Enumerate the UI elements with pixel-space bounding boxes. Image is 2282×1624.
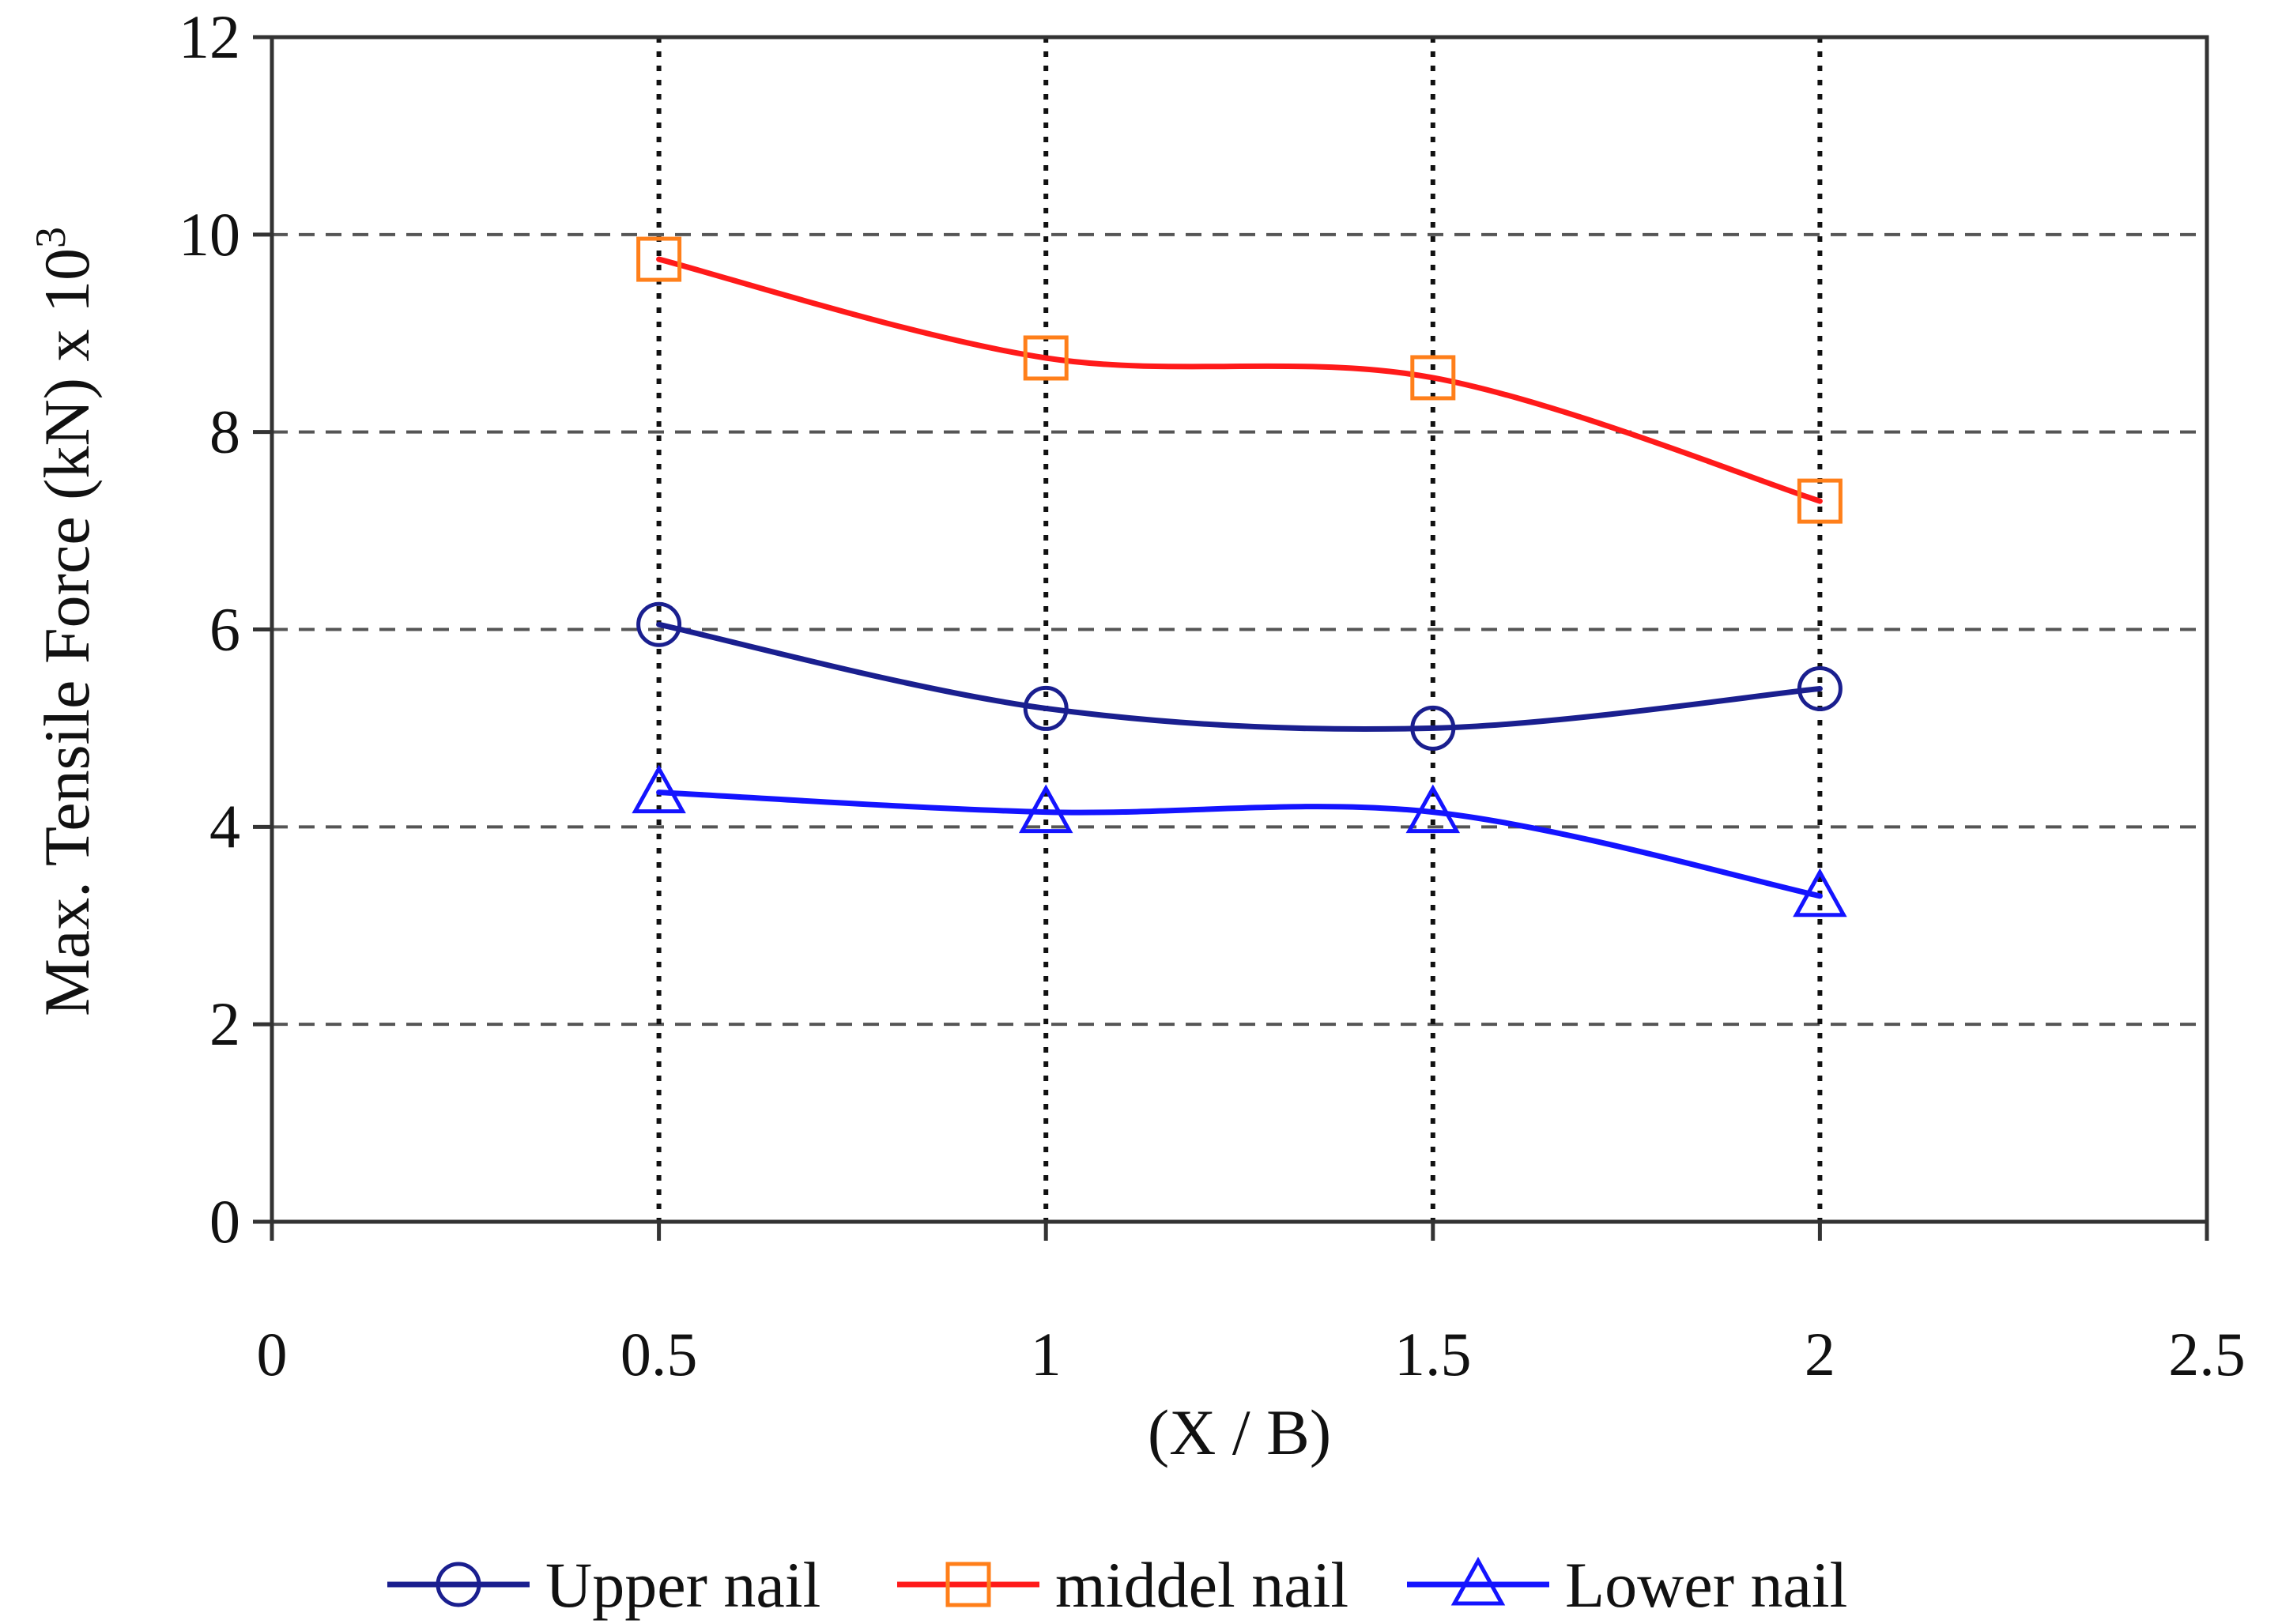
legend-item-lower-nail: Lower nail bbox=[1407, 1549, 1847, 1621]
y-tick-label: 4 bbox=[209, 792, 240, 861]
axes-layer bbox=[253, 35, 2209, 1241]
legend: Upper nail middel nail Lower nail bbox=[387, 1549, 1847, 1621]
labels-layer: 0 2 4 6 8 10 12 0 0.5 1 1.5 2 2.5 (X / B) Max. Tensile… bbox=[27, 2, 2246, 1468]
x-tick-label: 2.5 bbox=[2168, 1320, 2246, 1389]
series-line-upper-nail bbox=[656, 621, 1823, 733]
x-axis-label: (X / B) bbox=[1148, 1396, 1331, 1468]
x-tick-label: 0.5 bbox=[620, 1320, 698, 1389]
y-tick-label: 10 bbox=[179, 200, 240, 269]
legend-marker bbox=[436, 1562, 481, 1607]
y-tick-label: 2 bbox=[209, 989, 240, 1058]
y-axis-label: Max. Tensile Force (kN) x 103 bbox=[27, 227, 103, 1016]
x-tick-label: 1.5 bbox=[1394, 1320, 1472, 1389]
legend-marker bbox=[945, 1562, 991, 1607]
y-tick-label: 12 bbox=[179, 2, 240, 71]
y-tick-label: 8 bbox=[209, 398, 240, 466]
x-tick-label: 1 bbox=[1031, 1320, 1062, 1389]
legend-marker bbox=[1450, 1556, 1506, 1606]
data-point-upper-nail bbox=[636, 601, 682, 647]
legend-label: middel nail bbox=[1055, 1549, 1348, 1621]
data-point-upper-nail bbox=[1797, 665, 1843, 711]
data-point-lower-nail bbox=[1018, 784, 1073, 834]
data-point-lower-nail bbox=[1405, 784, 1461, 834]
legend-item-middel-nail: middel nail bbox=[897, 1549, 1348, 1621]
y-tick-label: 6 bbox=[209, 595, 240, 664]
legend-label: Upper nail bbox=[545, 1549, 820, 1621]
legend-label: Lower nail bbox=[1565, 1549, 1847, 1621]
x-tick-label: 0 bbox=[257, 1320, 288, 1389]
data-point-lower-nail bbox=[1793, 868, 1847, 918]
series-lower-nail bbox=[632, 764, 1847, 918]
data-point-middel-nail bbox=[1410, 355, 1456, 401]
y-axis-label-exponent: 3 bbox=[27, 227, 74, 248]
y-tick-label: 0 bbox=[209, 1187, 240, 1256]
series-line-middel-nail bbox=[656, 256, 1823, 504]
series-middel-nail bbox=[636, 236, 1843, 524]
series-line-lower-nail bbox=[656, 789, 1823, 899]
data-point-middel-nail bbox=[1797, 478, 1843, 524]
grid-layer bbox=[272, 37, 2207, 1222]
data-point-middel-nail bbox=[1023, 335, 1069, 381]
series-layer bbox=[632, 236, 1847, 918]
data-point-lower-nail bbox=[632, 764, 686, 814]
legend-item-upper-nail: Upper nail bbox=[387, 1549, 820, 1621]
x-tick-label: 2 bbox=[1805, 1320, 1835, 1389]
data-point-middel-nail bbox=[636, 236, 682, 282]
data-point-upper-nail bbox=[1023, 685, 1069, 731]
data-point-upper-nail bbox=[1410, 705, 1456, 751]
series-upper-nail bbox=[636, 601, 1843, 751]
